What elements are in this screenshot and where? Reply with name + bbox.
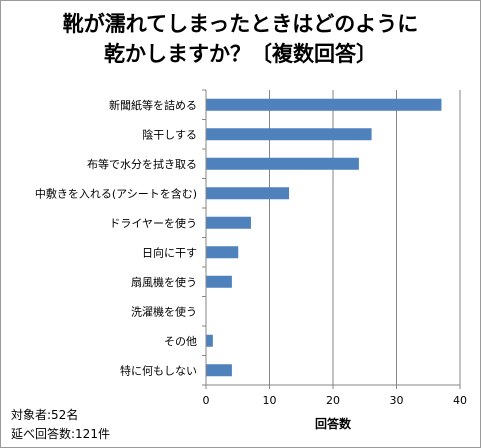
bar-1 bbox=[206, 98, 442, 111]
category-label: 布等で水分を拭き取る bbox=[87, 157, 197, 171]
chart-title-line-1: 靴が濡れてしまったときはどのように bbox=[62, 12, 419, 36]
respondents-note: 対象者:52名 bbox=[11, 408, 79, 422]
bar-7 bbox=[206, 275, 232, 288]
bar-9 bbox=[206, 334, 213, 347]
category-label: その他 bbox=[164, 335, 197, 348]
category-label: ドライヤーを使う bbox=[109, 217, 197, 230]
x-axis-title: 回答数 bbox=[315, 416, 352, 431]
x-tick-label: 10 bbox=[263, 394, 277, 407]
category-label: 洗濯機を使う bbox=[131, 304, 197, 318]
bar-2 bbox=[206, 128, 372, 141]
x-tick-label: 20 bbox=[326, 394, 340, 407]
chart-title: 靴が濡れてしまったときはどのように 乾かしますか？〔複数回答〕 bbox=[1, 9, 480, 69]
category-label: 陰干しする bbox=[142, 127, 197, 141]
x-tick-label: 30 bbox=[390, 394, 404, 407]
bar-5 bbox=[206, 216, 251, 229]
x-tick-label: 0 bbox=[203, 394, 210, 407]
category-label: 扇風機を使う bbox=[131, 275, 197, 289]
category-label: 日向に干す bbox=[142, 245, 197, 259]
bar-10 bbox=[206, 364, 232, 377]
bar-4 bbox=[206, 187, 290, 200]
bar-3 bbox=[206, 157, 359, 170]
category-label: 中敷きを入れる(アシートを含む) bbox=[35, 186, 197, 200]
x-tick-label: 40 bbox=[453, 394, 467, 407]
chart-title-line-2: 乾かしますか？〔複数回答〕 bbox=[104, 42, 377, 66]
category-label: 新聞紙等を詰める bbox=[109, 98, 197, 112]
bar-6 bbox=[206, 246, 239, 259]
category-label: 特に何もしない bbox=[120, 363, 197, 377]
total-answers-note: 延べ回答数:121件 bbox=[11, 427, 110, 441]
